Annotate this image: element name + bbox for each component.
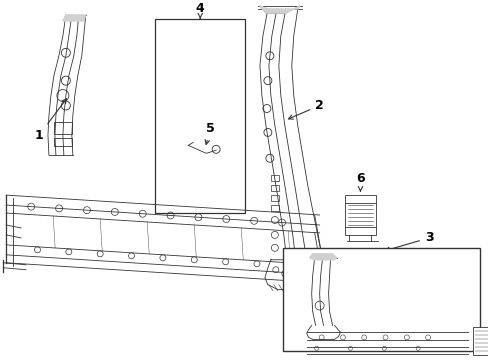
Bar xyxy=(270,205,278,211)
Text: 2: 2 xyxy=(288,99,324,119)
Bar xyxy=(472,328,488,355)
Polygon shape xyxy=(63,15,85,21)
Text: 6: 6 xyxy=(355,172,364,191)
Bar xyxy=(54,138,72,146)
Bar xyxy=(282,248,479,351)
Polygon shape xyxy=(260,6,299,13)
Bar xyxy=(344,195,376,235)
Polygon shape xyxy=(264,260,321,290)
Text: 1: 1 xyxy=(35,99,66,142)
Bar xyxy=(270,175,278,181)
Text: 4: 4 xyxy=(195,3,204,18)
Bar xyxy=(155,19,244,213)
Bar xyxy=(270,185,278,191)
Bar xyxy=(270,195,278,201)
Text: 3: 3 xyxy=(385,231,432,252)
Polygon shape xyxy=(309,254,336,260)
Bar xyxy=(54,122,72,134)
Text: 5: 5 xyxy=(204,122,214,144)
